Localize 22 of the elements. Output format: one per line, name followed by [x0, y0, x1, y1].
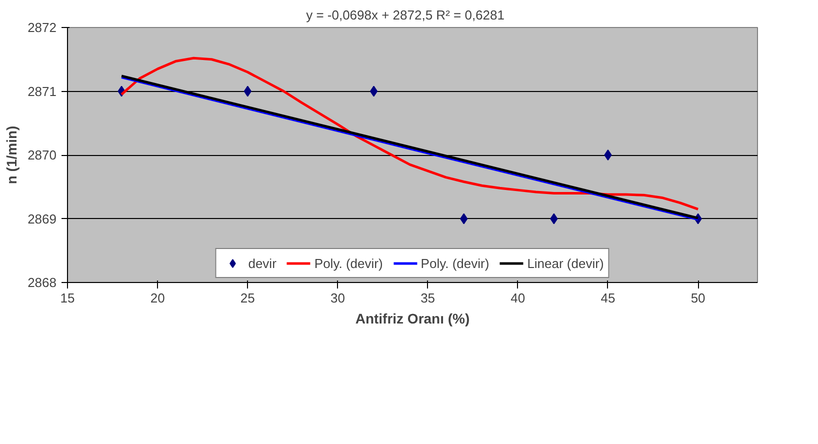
legend-label: devir: [248, 256, 276, 270]
x-tick-label: 25: [240, 290, 255, 306]
y-axis-title: n (1/min): [4, 126, 20, 184]
legend-label: Linear (devir): [527, 256, 604, 270]
x-tick-label: 45: [600, 290, 616, 306]
y-tick-label: 2870: [28, 148, 56, 162]
point: [370, 86, 378, 97]
x-tick-label: 35: [420, 290, 436, 306]
x-tick-label: 40: [510, 290, 526, 306]
x-tick-label: 15: [60, 290, 75, 306]
x-axis-title: Antifriz Oranı (%): [355, 310, 470, 326]
point: [604, 150, 612, 160]
y-tick-label: 2869: [28, 211, 56, 226]
x-tick-label: 50: [690, 290, 706, 306]
x-tick-label: 20: [150, 290, 165, 306]
legend-label: Poly. (devir): [420, 256, 490, 270]
y-tick-label: 2871: [28, 84, 56, 99]
y-tick-label: 2872: [28, 20, 56, 35]
legend-label: Poly. (devir): [314, 256, 383, 270]
x-tick-label: 30: [330, 290, 345, 306]
y-tick-label: 2868: [28, 275, 56, 290]
text: y = -0,0698x + 2872,5 R² = 0,6281: [306, 8, 504, 22]
